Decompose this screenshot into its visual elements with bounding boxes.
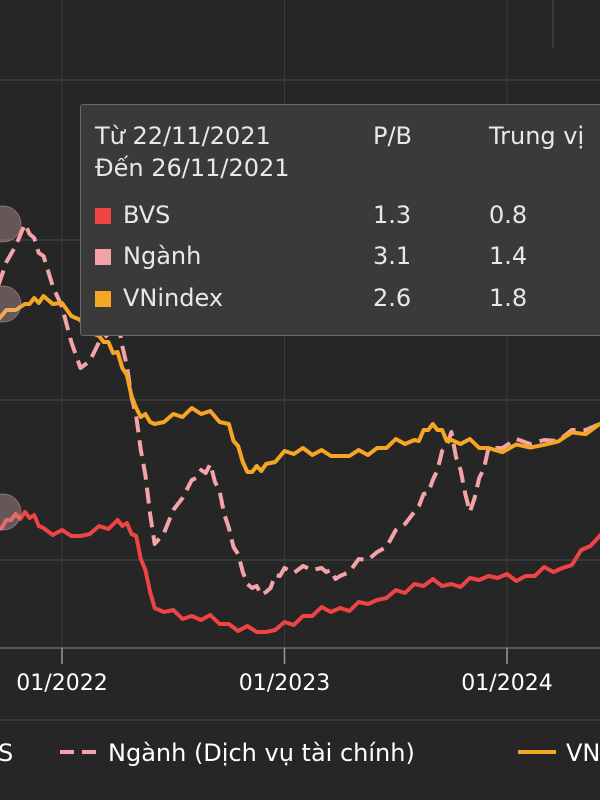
legend: S Ngành (Dịch vụ tài chính) VN bbox=[0, 739, 600, 767]
tooltip-date-from: Từ 22/11/2021 bbox=[95, 122, 271, 150]
x-tick-label: 01/2023 bbox=[239, 671, 330, 696]
hover-marker bbox=[0, 493, 22, 531]
tooltip-date-to: Đến 26/11/2021 bbox=[95, 154, 290, 182]
tooltip-row-name: VNindex bbox=[123, 284, 224, 312]
tooltip-row-vnindex: VNindex 2.6 1.8 bbox=[95, 283, 600, 313]
series-line-ngành bbox=[0, 222, 600, 597]
legend-item-label: Ngành (Dịch vụ tài chính) bbox=[108, 739, 415, 767]
tooltip-row-bvs: BVS 1.3 0.8 bbox=[95, 200, 600, 230]
tooltip-row-nganh: Ngành 3.1 1.4 bbox=[95, 241, 600, 271]
tooltip-row-name: Ngành bbox=[123, 242, 202, 270]
x-axis: 01/2022 01/2023 01/2024 bbox=[0, 647, 600, 696]
series-lines bbox=[0, 222, 600, 634]
legend-item-label: VN bbox=[566, 739, 600, 767]
tooltip-row-pb: 3.1 bbox=[373, 242, 412, 270]
tooltip-row-name: BVS bbox=[123, 201, 171, 229]
series-line-vnindex bbox=[0, 294, 600, 474]
legend-item-label: S bbox=[0, 739, 13, 767]
hover-marker bbox=[0, 205, 22, 243]
tooltip-row-pb: 1.3 bbox=[373, 201, 412, 229]
series-line-bvs bbox=[0, 510, 600, 634]
hover-marker bbox=[0, 285, 22, 323]
tooltip-col-median: Trung vị bbox=[489, 122, 585, 150]
tooltip-row-median: 1.8 bbox=[489, 284, 528, 312]
highlight-markers bbox=[0, 205, 22, 531]
bvs-swatch bbox=[95, 208, 111, 224]
tooltip-row-median: 1.4 bbox=[489, 242, 528, 270]
nganh-swatch bbox=[95, 249, 111, 265]
tooltip-row-pb: 2.6 bbox=[373, 284, 412, 312]
x-tick-label: 01/2022 bbox=[16, 671, 107, 696]
x-tick-label: 01/2024 bbox=[461, 671, 552, 696]
chart-tooltip: Từ 22/11/2021 Đến 26/11/2021 P/B Trung v… bbox=[80, 104, 600, 336]
tooltip-col-pb: P/B bbox=[373, 122, 413, 150]
vnindex-swatch bbox=[95, 291, 111, 307]
tooltip-row-median: 0.8 bbox=[489, 201, 528, 229]
